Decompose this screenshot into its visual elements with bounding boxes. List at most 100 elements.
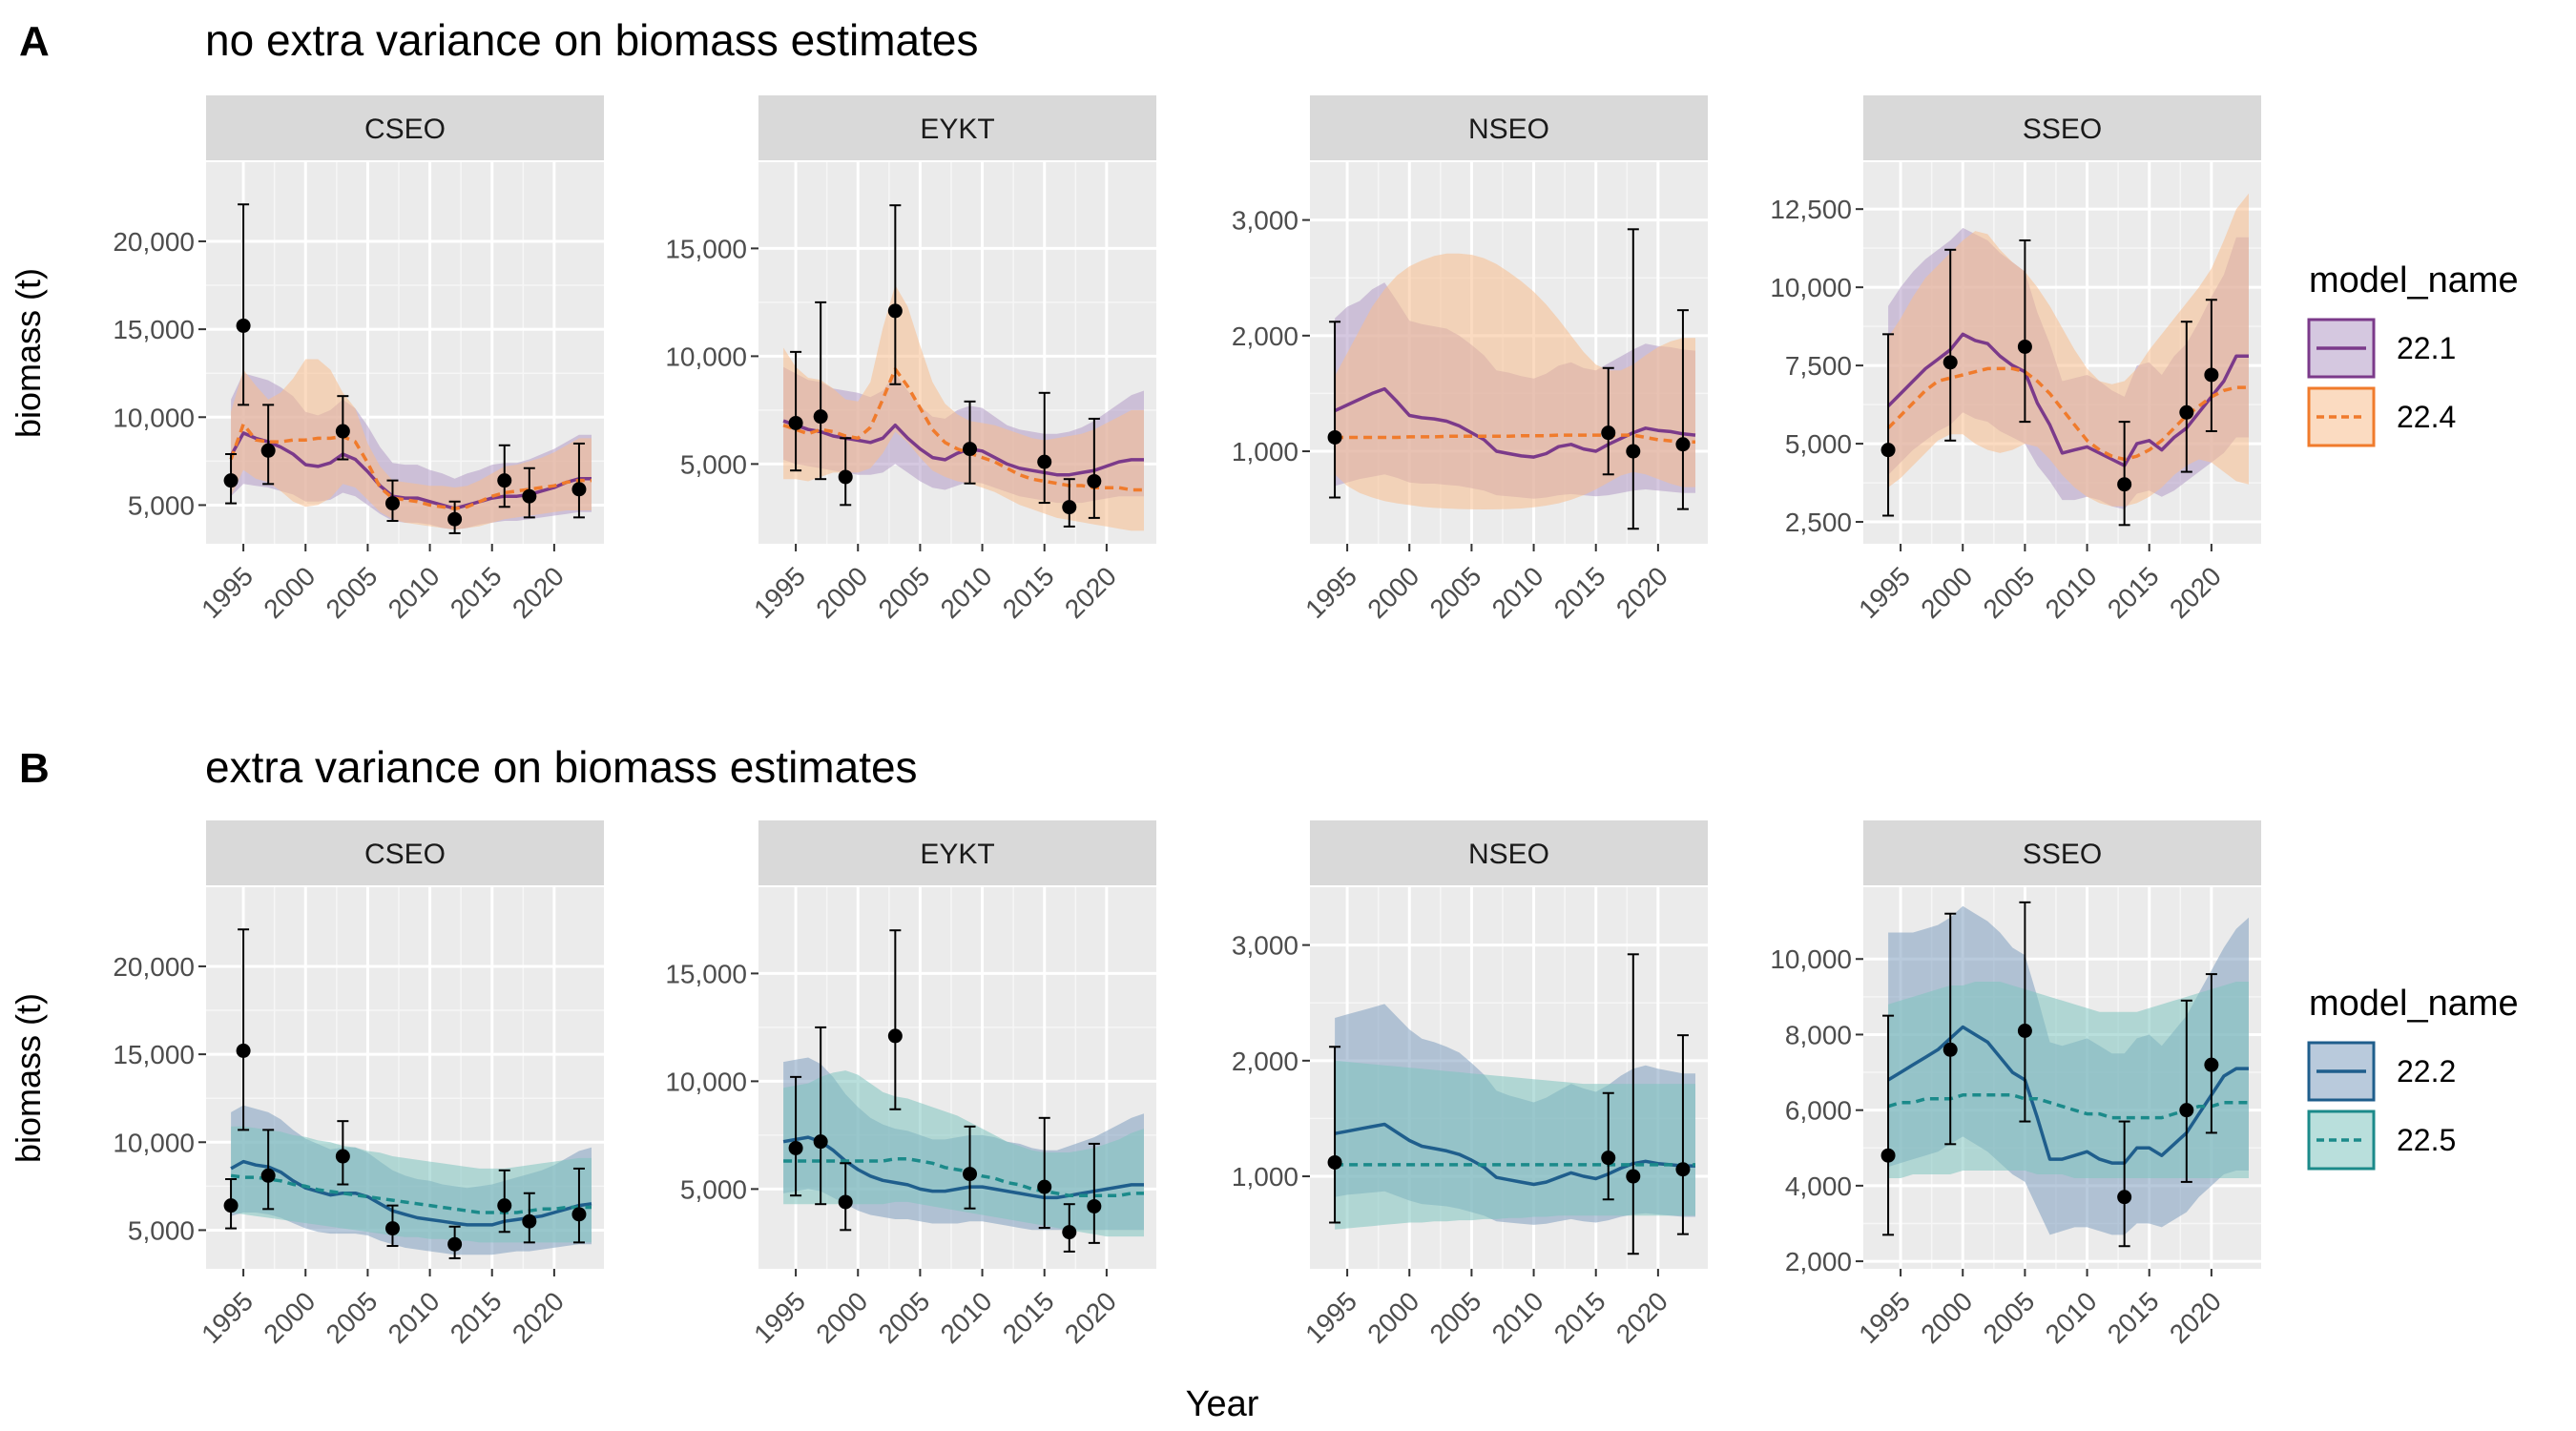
observation-point [2017, 1023, 2032, 1038]
y-tick-label: 20,000 [113, 227, 195, 257]
legend-title: model_name [2309, 984, 2519, 1024]
y-tick-label: 5,000 [680, 449, 747, 479]
facet-strip-b-sseo [1863, 820, 2261, 885]
x-axis-title: Year [1186, 1384, 1259, 1424]
facet-label-a-nseo: NSEO [1468, 114, 1549, 145]
observation-point [497, 473, 512, 488]
line-22-1 [1334, 386, 1696, 459]
observation-point [236, 1043, 251, 1058]
data-layer-b-eykt [782, 929, 1144, 1253]
y-tick-label: 4,000 [1785, 1172, 1852, 1201]
observation-point [788, 415, 803, 430]
legend-item-22-5: 22.5 [2307, 1110, 2456, 1171]
observation-point [1942, 355, 1958, 370]
observation-point [236, 318, 251, 333]
observation-point [1037, 1179, 1052, 1194]
facet-strip-b-cseo [206, 820, 604, 885]
y-tick-label: 2,000 [1232, 1047, 1298, 1076]
y-tick-label: 5,000 [680, 1174, 747, 1204]
y-tick-label: 5,000 [128, 490, 195, 520]
observation-point [1087, 473, 1102, 488]
panel-tag-a: A [19, 18, 50, 65]
observation-point [571, 482, 587, 497]
y-tick-label: 10,000 [1770, 944, 1852, 974]
y-tick-label: 20,000 [113, 952, 195, 982]
data-layer-a-cseo [223, 203, 592, 534]
ribbon-22-4 [783, 284, 1144, 531]
line-22-4 [782, 367, 1144, 492]
observation-point [2117, 1190, 2132, 1205]
legend-item-22-1: 22.1 [2307, 318, 2456, 379]
observation-point [963, 1167, 978, 1182]
observation-point [838, 1194, 853, 1210]
facet-strip-b-nseo [1310, 820, 1708, 885]
y-tick-label: 3,000 [1232, 206, 1298, 236]
line-22-4 [1335, 433, 1695, 445]
facet-strip-b-eykt [758, 820, 1156, 885]
observation-point [335, 1149, 350, 1164]
observation-point [1601, 425, 1616, 441]
ribbon-22-5 [1888, 982, 2249, 1178]
ribbon-22-4 [231, 359, 592, 530]
observation-point [260, 443, 276, 458]
y-tick-label: 3,000 [1232, 931, 1298, 961]
y-tick-label: 1,000 [1232, 1162, 1298, 1192]
data-layer-a-nseo [1327, 228, 1696, 530]
observation-point [335, 424, 350, 439]
legend-label: 22.4 [2397, 400, 2456, 434]
observation-point [1327, 1154, 1342, 1170]
ribbon-22-5 [1335, 1060, 1695, 1230]
data-layer-b-nseo [1327, 953, 1695, 1255]
facet-strip-a-nseo [1310, 95, 1708, 160]
observation-point [1942, 1042, 1958, 1057]
legend-label: 22.1 [2397, 331, 2456, 365]
legend-b: model_name 22.2 22.5 [2307, 984, 2519, 1171]
observation-point [2117, 477, 2132, 492]
y-tick-label: 10,000 [665, 1067, 747, 1096]
y-tick-label: 7,500 [1785, 351, 1852, 381]
y-tick-label: 10,000 [665, 342, 747, 371]
observation-point [1062, 1225, 1077, 1240]
data-layer-a-eykt [782, 204, 1144, 531]
facet-label-a-eykt: EYKT [920, 114, 994, 145]
legend-item-22-4: 22.4 [2307, 386, 2456, 447]
y-tick-label: 15,000 [665, 234, 747, 263]
observation-point [1087, 1198, 1102, 1213]
observation-point [384, 496, 400, 511]
observation-point [1880, 1148, 1896, 1163]
observation-point [571, 1207, 587, 1222]
y-tick-label: 10,000 [113, 403, 195, 432]
observation-point [2204, 1057, 2219, 1072]
legend-label: 22.5 [2397, 1123, 2456, 1157]
observation-point [2179, 1103, 2194, 1118]
y-axis-title-b: biomass (t) [9, 993, 48, 1163]
ribbon-22-4 [1888, 193, 2249, 507]
panel-title-b: extra variance on biomass estimates [205, 742, 918, 792]
observation-point [2179, 404, 2194, 420]
observation-point [963, 442, 978, 457]
line-22-1 [1886, 332, 2249, 467]
observation-point [2017, 339, 2032, 354]
observation-point [1601, 1151, 1616, 1166]
line-22-5 [783, 1156, 1144, 1197]
line-22-2 [1887, 1025, 2249, 1165]
observation-point [788, 1140, 803, 1155]
facet-label-a-cseo: CSEO [364, 114, 446, 145]
observation-point [1880, 443, 1896, 458]
panel-title-a: no extra variance on biomass estimates [205, 15, 979, 65]
legend-label: 22.2 [2397, 1054, 2456, 1089]
facet-label-a-sseo: SSEO [2023, 114, 2102, 145]
y-tick-label: 15,000 [665, 959, 747, 988]
observation-point [887, 303, 903, 319]
observation-point [522, 488, 537, 504]
y-tick-label: 15,000 [113, 1040, 195, 1069]
observation-point [447, 1236, 463, 1252]
data-layer-a-sseo [1880, 193, 2249, 527]
observation-point [813, 409, 828, 425]
observation-point [2204, 367, 2219, 383]
